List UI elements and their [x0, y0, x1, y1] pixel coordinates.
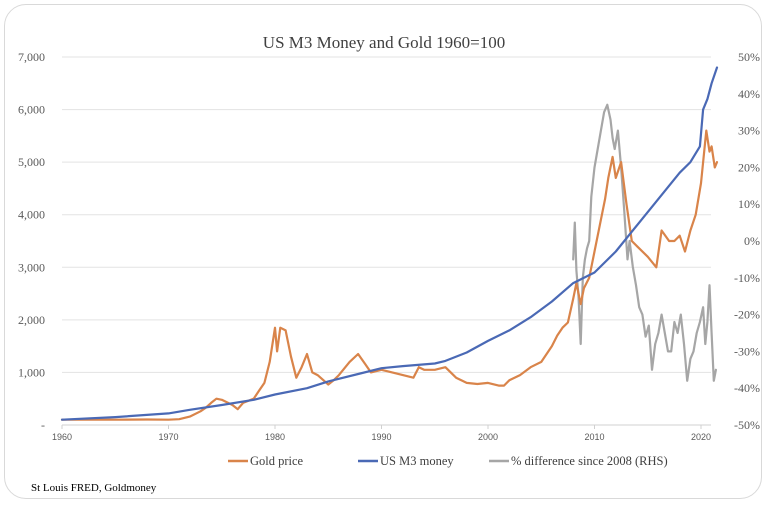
y2-tick-label: 40% — [738, 87, 760, 101]
y2-tick-label: 10% — [738, 197, 760, 211]
series-line-difference-since-2008-rhs — [572, 103, 718, 382]
y-axis-right: -50% -40% -30% -20% -10% 0% 10% 20% 30% 40% 50% — [734, 50, 760, 432]
y-tick-label: 5,000 — [18, 155, 45, 169]
y-axis-left: - 1,000 2,000 3,000 4,000 5,000 6,000 7,000 — [18, 50, 45, 432]
x-tick-label: 1990 — [371, 432, 391, 442]
y2-tick-label: 50% — [738, 50, 760, 64]
y2-tick-label: -20% — [734, 308, 760, 322]
source-note: St Louis FRED, Goldmoney — [31, 482, 157, 494]
y-tick-label: 3,000 — [18, 260, 45, 274]
x-tick-label: 2020 — [691, 432, 711, 442]
y2-tick-label: -30% — [734, 344, 760, 358]
y2-tick-label: 20% — [738, 160, 760, 174]
y-tick-label: 4,000 — [18, 208, 45, 222]
x-tick-label: 1960 — [52, 432, 72, 442]
y2-tick-label: 30% — [738, 124, 760, 138]
legend: Gold price US M3 money % difference since … — [228, 454, 668, 468]
x-tick-label: 2000 — [478, 432, 498, 442]
y-tick-label: 2,000 — [18, 313, 45, 327]
y2-tick-label: -40% — [734, 381, 760, 395]
x-tick-label: 1980 — [265, 432, 285, 442]
y-tick-label: 7,000 — [18, 50, 45, 64]
legend-label: Gold price — [250, 454, 304, 468]
y2-tick-label: -50% — [734, 418, 760, 432]
y-tick-label: - — [41, 418, 45, 432]
gridlines — [62, 56, 711, 426]
x-tick-label: 1970 — [158, 432, 178, 442]
series-line-us-m3-money — [60, 66, 719, 421]
y-tick-label: 6,000 — [18, 103, 45, 117]
y2-tick-label: 0% — [744, 234, 760, 248]
x-axis: 1960 1970 1980 1990 2000 2010 2020 — [52, 425, 711, 442]
series-line-gold-price — [60, 129, 719, 421]
chart-title: US M3 Money and Gold 1960=100 — [263, 33, 505, 52]
legend-label: US M3 money — [380, 454, 454, 468]
y-tick-label: 1,000 — [18, 365, 45, 379]
legend-label: % difference since 2008 (RHS) — [511, 454, 668, 468]
series-lines — [60, 66, 719, 421]
y2-tick-label: -10% — [734, 271, 760, 285]
x-tick-label: 2010 — [584, 432, 604, 442]
